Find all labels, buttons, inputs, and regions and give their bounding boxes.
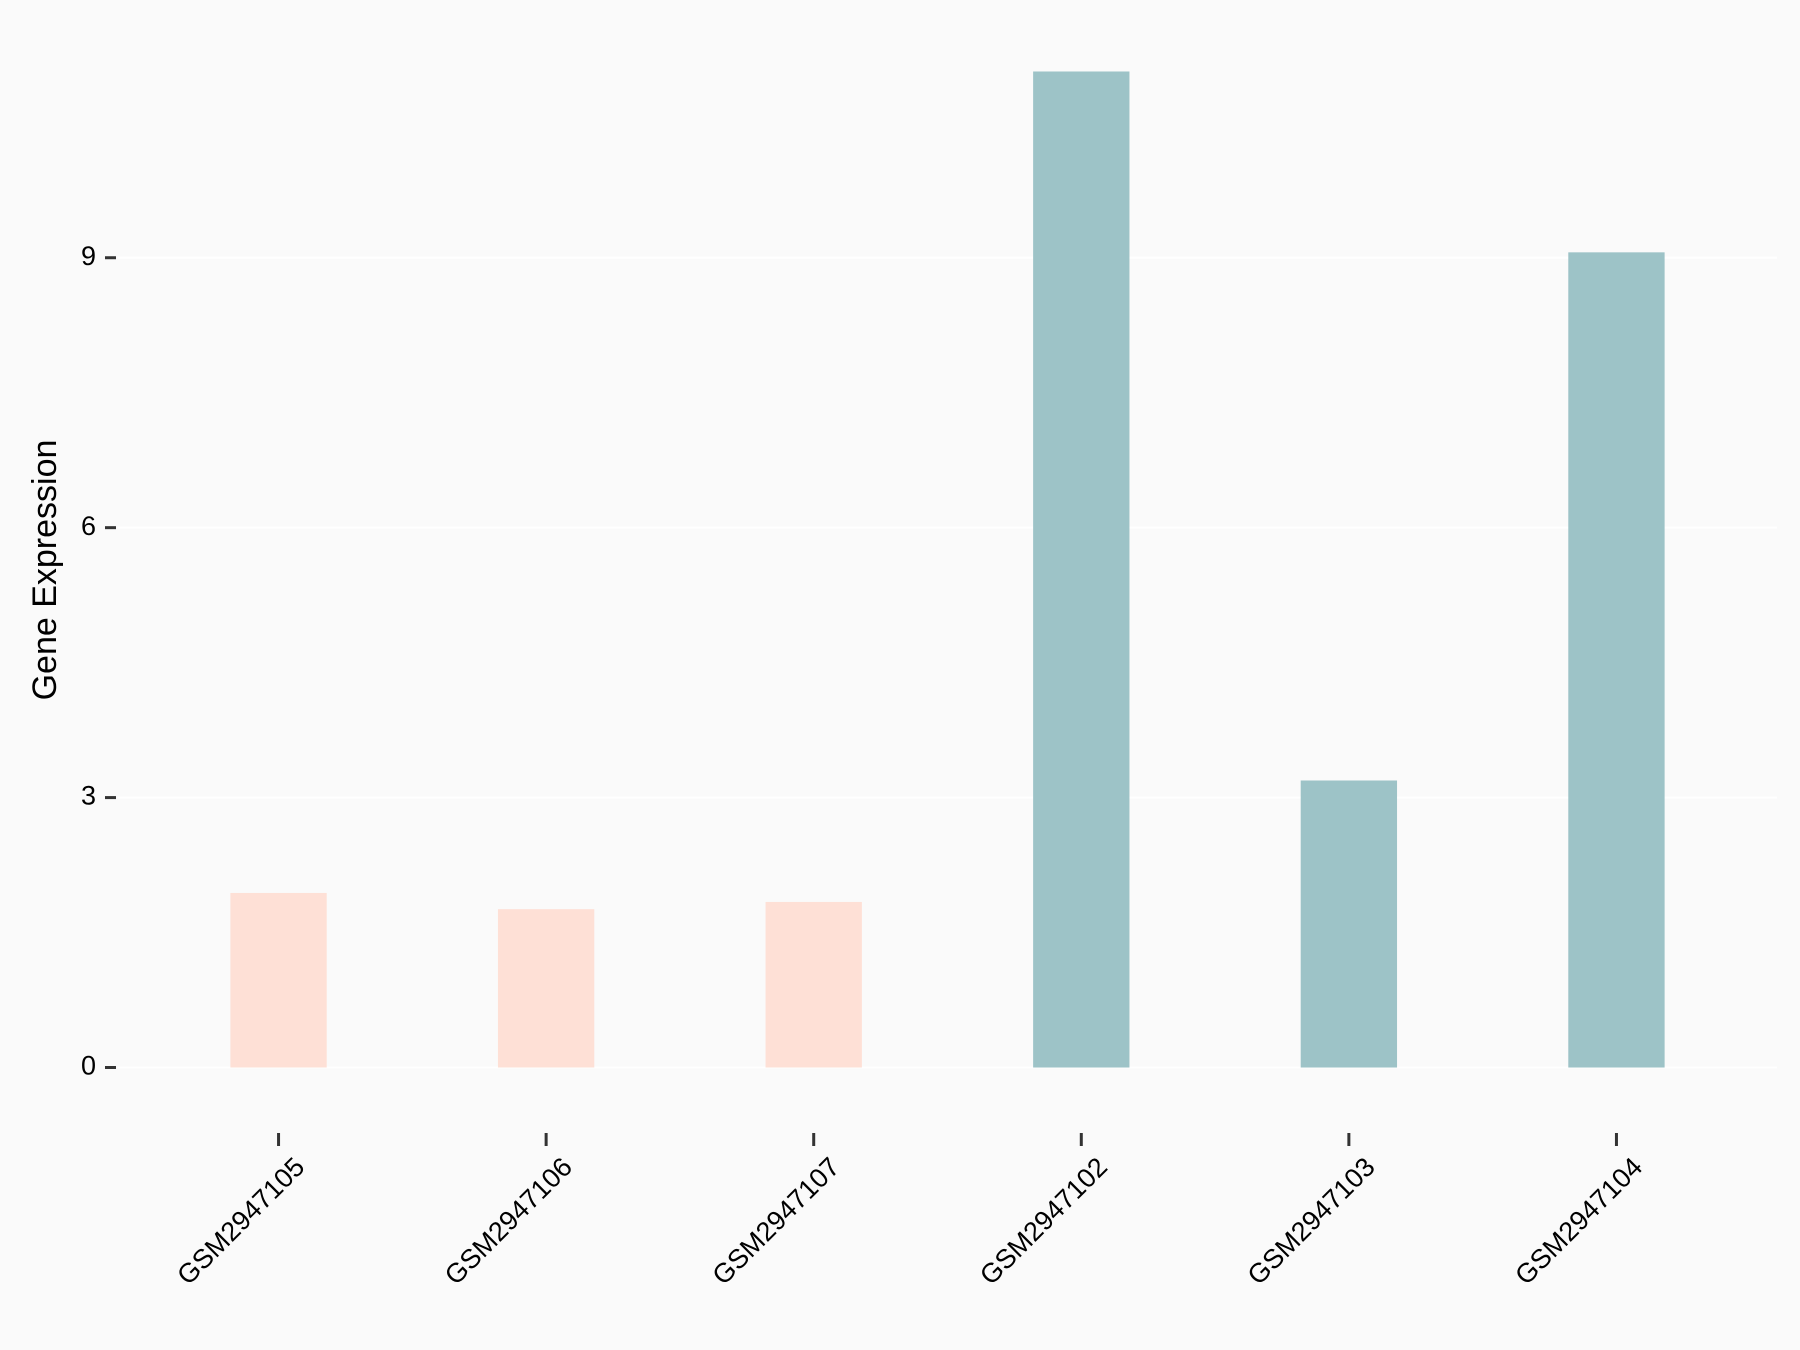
bar: [230, 892, 327, 1068]
y-tick-label: 9: [81, 241, 96, 271]
bar: [765, 901, 862, 1068]
x-tick-label: GSM2947106: [439, 1152, 578, 1291]
bar: [1033, 71, 1130, 1068]
x-tick-label: GSM2947102: [974, 1152, 1113, 1291]
x-tick-label: GSM2947107: [706, 1152, 845, 1291]
y-tick-label: 6: [81, 511, 96, 541]
bar: [497, 909, 595, 1068]
bar: [1300, 780, 1398, 1068]
y-tick-label: 3: [81, 781, 96, 811]
x-tick-label: GSM2947105: [171, 1152, 310, 1291]
x-tick-label: GSM2947104: [1509, 1152, 1648, 1291]
y-tick-label: 0: [81, 1051, 96, 1081]
x-tick-label: GSM2947103: [1242, 1152, 1381, 1291]
bar: [1568, 252, 1665, 1068]
y-axis-title: Gene Expression: [26, 440, 64, 701]
